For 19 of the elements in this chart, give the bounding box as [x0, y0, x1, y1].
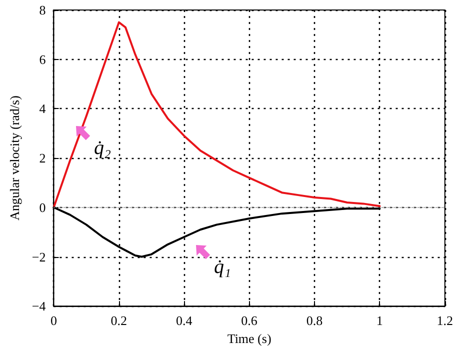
x-tick-label: 0.4	[176, 313, 193, 328]
x-tick-label: 1.2	[436, 313, 453, 328]
x-tick-label: 0.8	[306, 313, 323, 328]
y-axis-title: Angular velocity (rad/s)	[7, 96, 22, 221]
y-tick-label: 2	[39, 150, 46, 166]
x-tick-label: 0.2	[110, 313, 128, 328]
y-tick-label: −2	[32, 249, 46, 264]
x-axis-title: Time (s)	[227, 331, 272, 346]
x-tick-label: 1	[376, 313, 383, 328]
y-tick-label: 6	[39, 52, 46, 67]
annotation: q̇₂	[94, 137, 111, 159]
annotation: q̇₁	[214, 256, 231, 278]
y-tick-label: −4	[32, 298, 46, 314]
y-tick-label: 0	[39, 200, 46, 215]
x-tick-label: 0.6	[241, 313, 258, 328]
line-series	[52, 21, 381, 208]
y-tick-label: 4	[39, 101, 46, 116]
y-tick-label: 8	[39, 2, 46, 18]
x-tick-label: 0	[50, 313, 57, 328]
